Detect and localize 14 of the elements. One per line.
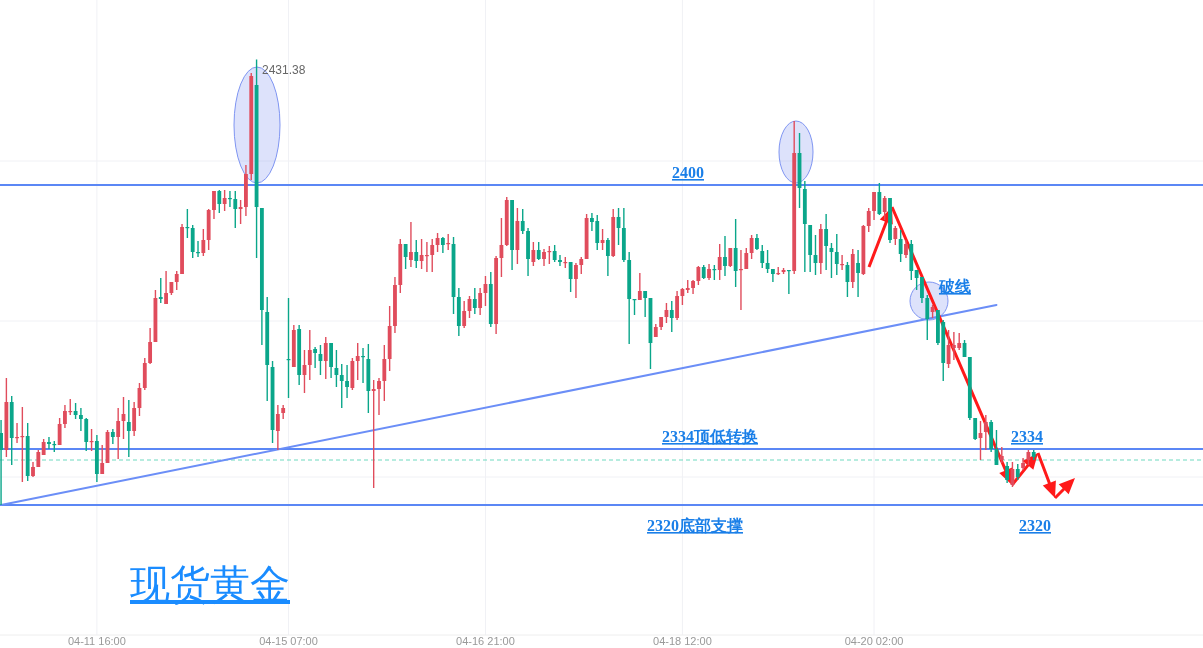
x-tick: 04-16 21:00 (456, 635, 515, 647)
x-tick: 04-15 07:00 (259, 635, 318, 647)
x-tick: 04-20 02:00 (844, 635, 904, 647)
ref-line: 2400 (0, 164, 1203, 186)
ref-line-label: 2334顶低转换 (662, 428, 758, 445)
title: 现货黄金 (130, 562, 290, 607)
ref-line-label: 2400 (672, 164, 704, 181)
annotation: 2334 (1011, 428, 1043, 445)
x-tick: 04-11 16:00 (67, 635, 126, 647)
x-tick: 04-18 12:00 (653, 635, 712, 647)
annotation: 2431.38 (262, 63, 306, 77)
annotation: 破线 (939, 278, 971, 295)
annotation: 2320 (1019, 517, 1051, 534)
ref-line-label: 2320底部支撑 (647, 517, 743, 534)
